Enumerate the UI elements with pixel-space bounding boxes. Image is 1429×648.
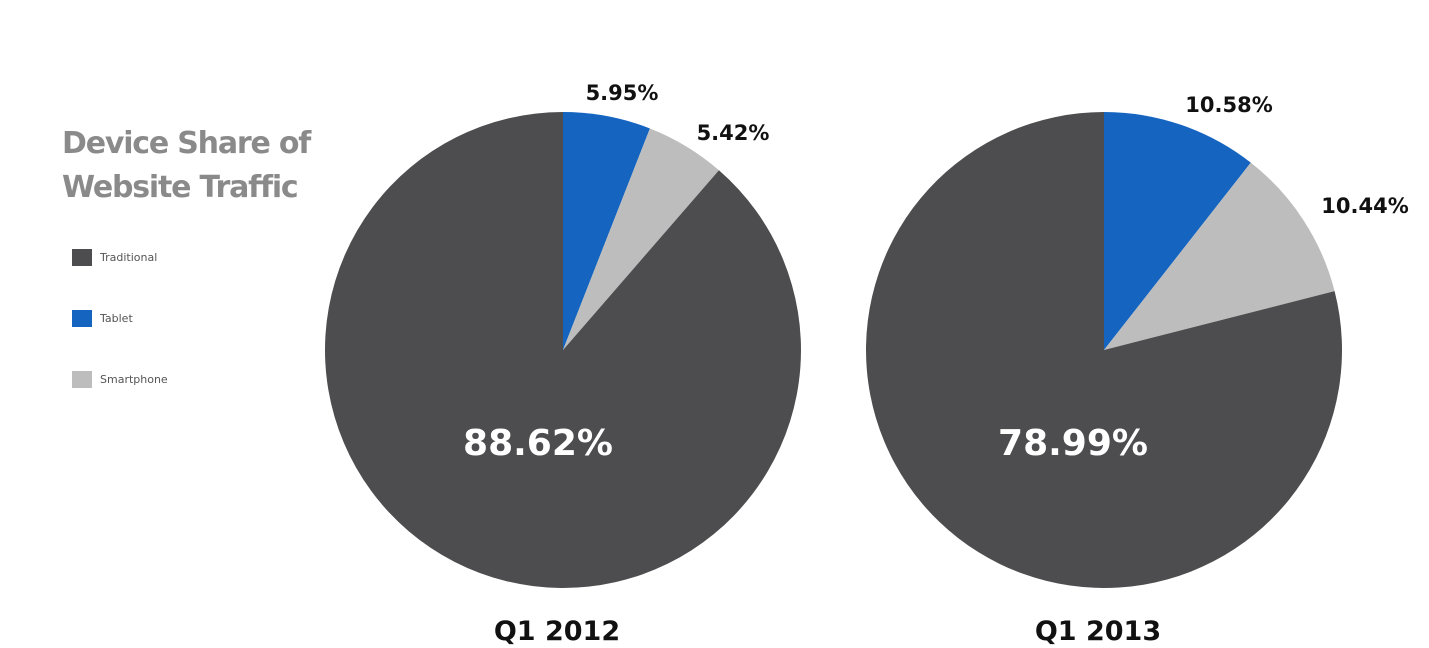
pie-slice-smartphone-q1-2013 [1104,162,1335,350]
legend-label-traditional: Traditional [100,250,158,264]
chart-title: Device Share of Website Traffic [62,122,362,210]
legend-label-tablet: Tablet [100,311,133,325]
chart-title-line2: Website Traffic [62,170,299,205]
data-label-tablet-q1-2013: 10.58% [1185,93,1272,117]
legend-swatch-tablet [72,309,92,327]
legend: Traditional Tablet Smartphone [72,246,168,429]
data-label-tablet-q1-2012: 5.95% [586,81,659,105]
pie-q1-2012 [324,111,801,589]
chart-title-line1: Device Share of [62,126,311,161]
period-label-q1-2013: Q1 2013 [1035,616,1161,647]
period-label-q1-2012: Q1 2012 [494,616,620,647]
legend-item-tablet: Tablet [72,307,168,329]
pie-slice-smartphone-q1-2012 [563,128,719,350]
pie-slice-traditional-q1-2013 [866,112,1343,588]
pie-q1-2013 [866,112,1343,588]
data-label-smartphone-q1-2012: 5.42% [697,121,770,145]
legend-label-smartphone: Smartphone [100,372,168,386]
pie-slice-traditional-q1-2012 [324,111,801,589]
legend-item-smartphone: Smartphone [72,368,168,390]
legend-item-traditional: Traditional [72,246,168,268]
legend-swatch-smartphone [72,370,92,388]
pie-slice-tablet-q1-2012 [563,111,650,350]
data-label-traditional-q1-2012: 88.62% [463,423,613,464]
pie-slice-tablet-q1-2013 [1104,112,1251,350]
legend-swatch-traditional [72,248,92,266]
data-label-traditional-q1-2013: 78.99% [998,423,1148,464]
data-label-smartphone-q1-2013: 10.44% [1321,194,1408,218]
